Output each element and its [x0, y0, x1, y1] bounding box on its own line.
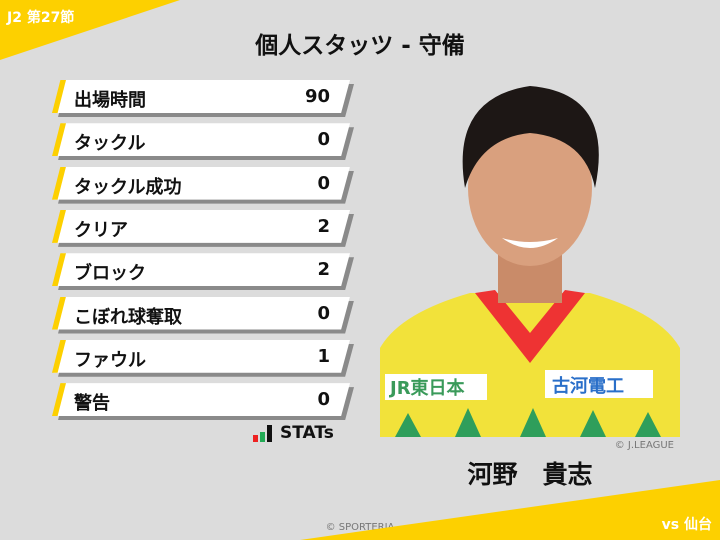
stat-label: 出場時間	[74, 90, 146, 111]
stat-row: 警告 0	[52, 383, 354, 421]
stats-logo: STATs	[253, 425, 334, 442]
row-bar	[54, 80, 350, 113]
stat-label: こぼれ球奪取	[74, 306, 182, 328]
stat-value: 2	[317, 215, 330, 237]
stat-value: 0	[317, 172, 330, 194]
row-bar	[54, 253, 350, 287]
stat-row: タックル 0	[52, 123, 354, 161]
opponent-label: vs 仙台	[661, 517, 712, 533]
row-bar	[54, 166, 350, 200]
player-photo: JR東日本 古河電工	[380, 78, 680, 437]
sponsor-jr: JR東日本	[388, 377, 465, 399]
stat-value: 0	[317, 129, 330, 151]
stat-row: ブロック 2	[52, 253, 354, 291]
row-bar	[54, 209, 350, 243]
stat-label: ファウル	[74, 349, 146, 371]
copyright: © SPORTERIA	[325, 522, 395, 533]
stat-value: 0	[317, 389, 330, 411]
row-bar	[54, 296, 350, 330]
stat-label: タックル	[74, 133, 146, 155]
stat-row: ファウル 1	[52, 339, 354, 377]
sponsor-furukawa: 古河電工	[552, 375, 624, 397]
stat-value: 0	[317, 302, 330, 324]
player-name: 河野 貴志	[467, 460, 593, 489]
stats-logo-text: STATs	[280, 423, 334, 443]
stat-value: 1	[317, 345, 330, 367]
row-bar	[54, 339, 350, 373]
page-title: 個人スタッツ - 守備	[255, 33, 465, 59]
row-bar	[54, 383, 350, 417]
row-bar	[54, 123, 350, 157]
stat-label: タックル成功	[74, 176, 182, 198]
stat-label: 警告	[74, 393, 110, 415]
round-label: J2 第27節	[7, 10, 75, 26]
stat-row: 出場時間 90	[52, 80, 354, 117]
stat-value: 2	[317, 259, 330, 281]
stat-label: ブロック	[74, 263, 146, 285]
stat-row: こぼれ球奪取 0	[52, 296, 354, 334]
stat-label: クリア	[74, 219, 128, 241]
stat-row: タックル成功 0	[52, 166, 354, 204]
stat-value: 90	[304, 86, 330, 107]
photo-credit: © J.LEAGUE	[614, 440, 674, 451]
stat-row: クリア 2	[52, 209, 354, 247]
